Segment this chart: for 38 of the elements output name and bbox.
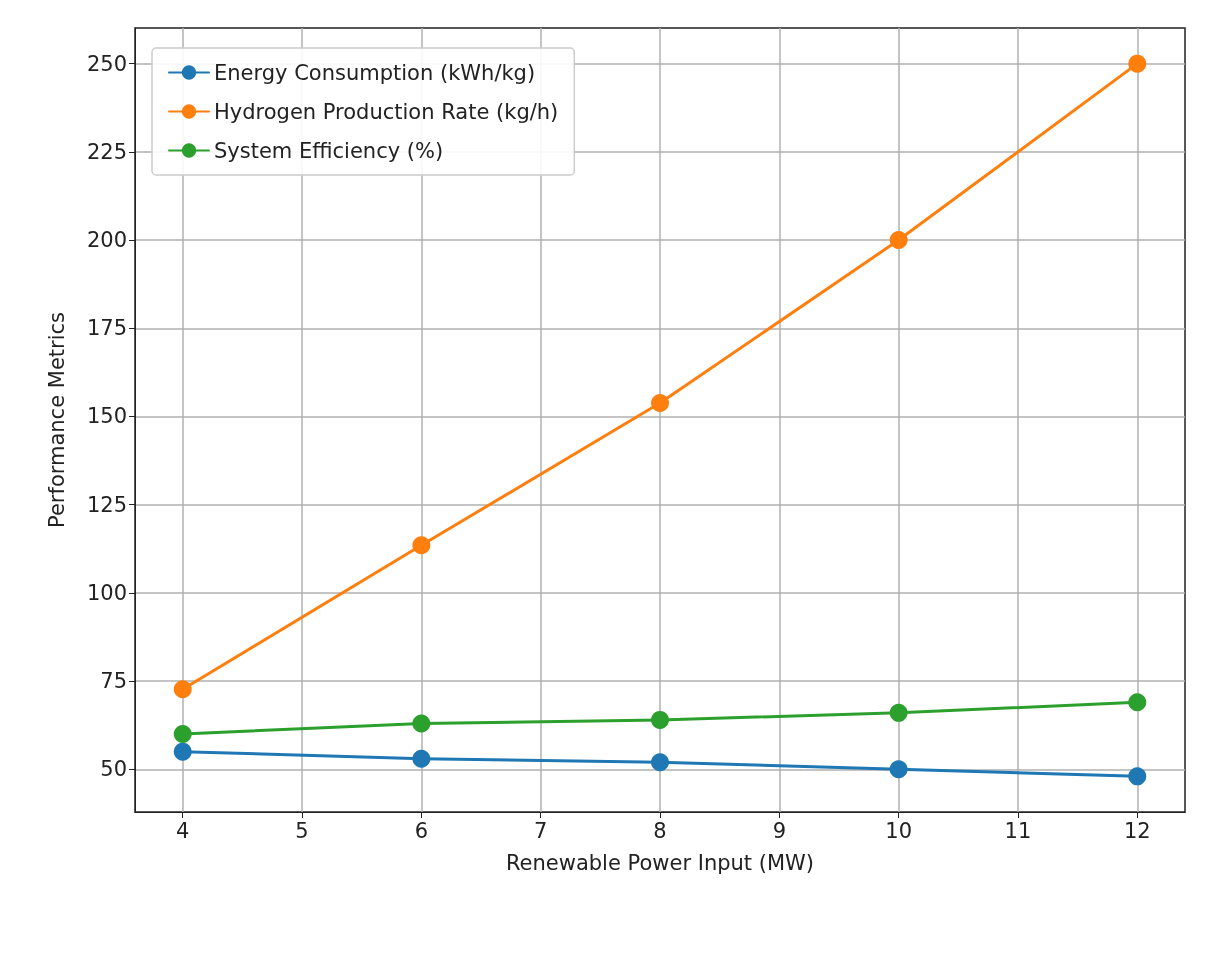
y-tick-label: 125 — [86, 492, 127, 517]
point — [889, 703, 908, 722]
y-tick-label: 100 — [86, 580, 127, 605]
point — [412, 749, 431, 768]
point — [1128, 54, 1147, 73]
point — [1128, 693, 1147, 712]
legend-label: Energy Consumption (kWh/kg) — [214, 60, 536, 85]
point — [889, 760, 908, 779]
y-tick-label: 175 — [86, 316, 127, 341]
x-tick-label: 7 — [533, 818, 548, 843]
point — [651, 394, 669, 413]
legend-label: Hydrogen Production Rate (kg/h) — [214, 99, 559, 124]
point — [412, 536, 431, 555]
y-axis-title: Performance Metrics — [44, 312, 69, 528]
y-tick-label: 50 — [100, 757, 127, 782]
y-tick-label: 200 — [86, 228, 127, 253]
y-tick-label: 150 — [86, 404, 127, 429]
legend-label: System Efficiency (%) — [214, 138, 444, 163]
x-tick-label: 4 — [176, 818, 190, 843]
point — [1128, 767, 1147, 786]
point — [651, 710, 669, 729]
point — [173, 742, 192, 761]
y-tick-label: 250 — [86, 51, 127, 76]
x-tick-label: 5 — [295, 818, 309, 843]
x-tick-label: 8 — [653, 818, 667, 843]
point — [651, 753, 669, 772]
point — [173, 725, 192, 744]
x-tick-label: 10 — [885, 818, 912, 843]
y-tick-label: 75 — [100, 669, 127, 694]
x-tick-label: 9 — [772, 818, 787, 843]
x-tick-label: 11 — [1004, 818, 1032, 843]
x-axis-title: Renewable Power Input (MW) — [505, 850, 815, 875]
x-tick-label: 12 — [1123, 818, 1151, 843]
point — [889, 231, 908, 250]
point — [173, 680, 192, 699]
y-tick-label: 225 — [86, 139, 127, 164]
point — [412, 714, 431, 733]
x-tick-label: 6 — [414, 818, 429, 843]
